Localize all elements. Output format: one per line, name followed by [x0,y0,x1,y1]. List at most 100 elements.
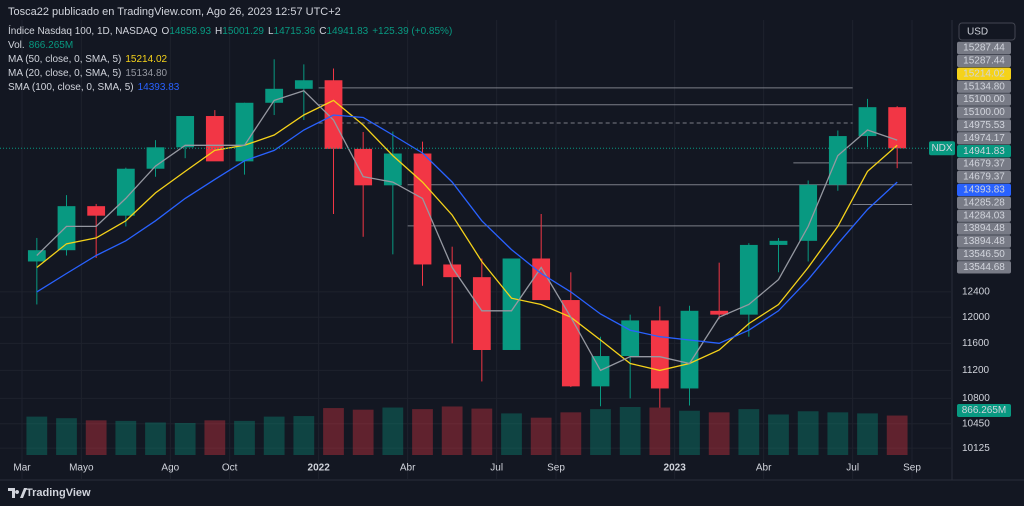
volume-bar [471,408,493,455]
legend-value: 15134.80 [125,68,167,79]
volume-bar [827,412,849,455]
ohlc-value: 14941.83 [327,26,369,37]
price-label: 14974.17 [963,133,1005,144]
x-tick-label: Jul [490,463,503,474]
volume-bar [560,412,582,455]
legend-change: +125.39 (+0.85%) [372,26,452,37]
price-label-bg [957,261,1011,274]
volume-bar [26,416,48,455]
price-label: 14679.37 [963,159,1005,170]
ohlc-key: H [215,26,222,37]
legend-value: 15214.02 [125,54,167,65]
volume-bar [56,418,77,455]
price-label-bg [957,119,1011,132]
candle-body [383,153,402,186]
volume-bar [530,417,552,455]
currency-button[interactable] [958,22,1016,41]
ohlc-value: 14715.36 [274,26,316,37]
volume-bar [619,407,641,455]
legend-name: MA (50, close, 0, SMA, 5) [8,54,121,65]
volume-label-bg [957,404,1011,417]
volume-bar [115,420,137,455]
legend-line: SMA (100, close, 0, SMA, 5) 14393.83 [8,82,180,93]
volume-bar [412,409,433,455]
candle-body [799,184,818,241]
x-tick-label: Sep [547,463,565,474]
volume-bar [590,409,611,455]
price-label-bg [957,196,1011,209]
candle-body [413,153,432,265]
x-tick-label: Mayo [69,463,94,474]
price-label-bg [957,132,1011,145]
price-label-bg [957,54,1011,68]
volume-bar [857,413,878,455]
volume-value: 866.265M [29,40,73,51]
candle-body [502,258,521,350]
ohlc-value: 15001.29 [222,26,264,37]
y-tick-label: 12000 [962,312,990,323]
price-label: 14679.37 [963,172,1005,183]
price-label-bg [957,170,1011,184]
price-label-bg [957,41,1011,55]
price-label-bg [957,80,1011,93]
volume-bar [441,406,463,455]
volume-bar [234,420,255,455]
volume-bar [293,416,315,455]
candle-body [769,240,788,245]
x-tick-label: Mar [13,463,31,474]
volume-bar [886,415,908,455]
legend-name: SMA (100, close, 0, SMA, 5) [8,82,134,93]
volume-bar [352,409,374,455]
x-tick-label: 2023 [664,463,687,474]
logo [8,488,27,498]
x-tick-label: Sep [903,463,921,474]
price-label-bg [957,145,1011,158]
volume-bar [174,423,196,455]
legend-line: Vol. 866.265M [8,40,73,51]
volume-bar [738,409,760,455]
x-tick-label: 2022 [308,463,331,474]
price-label: 14393.83 [963,185,1005,196]
candle-body [294,80,313,89]
price-label: 13544.68 [963,262,1005,273]
price-label-bg [957,93,1011,106]
ma-line [36,99,898,372]
price-label: 13894.48 [963,236,1005,247]
candle-body [57,206,76,251]
price-label: 14285.28 [963,197,1005,208]
candle-body [888,107,907,149]
price-label-bg [957,183,1011,197]
y-tick-label: 12400 [962,287,990,298]
volume-bar [263,416,285,455]
ohlc-key: C [319,26,326,37]
ohlc-key: L [268,26,274,37]
volume-bar [85,420,107,455]
symbol-tag: NDX [931,143,952,154]
candle-body [828,136,847,185]
candle-body [354,148,373,186]
price-label-bg [957,209,1011,222]
x-tick-label: Abr [400,463,416,474]
x-tick-label: Abr [756,463,772,474]
y-tick-label: 11200 [962,365,990,376]
price-label-bg [957,235,1011,248]
volume-bar [204,420,226,455]
candle-body [472,277,491,350]
candle-body [621,320,640,357]
candle-body [591,356,610,387]
price-label: 15100.00 [963,94,1005,105]
candle-body [27,250,46,262]
price-label-bg [957,157,1011,171]
volume-bar [797,411,819,455]
price-label-bg [957,67,1011,80]
footer: TradingView [26,487,91,499]
candle-body [739,244,758,315]
candle-body [650,320,669,389]
candle-body [680,310,699,389]
currency[interactable]: USD [967,27,988,38]
candle-body [561,300,580,387]
candle-body [116,168,135,216]
price-label: 15287.44 [963,56,1005,67]
x-tick-label: Jul [846,463,859,474]
